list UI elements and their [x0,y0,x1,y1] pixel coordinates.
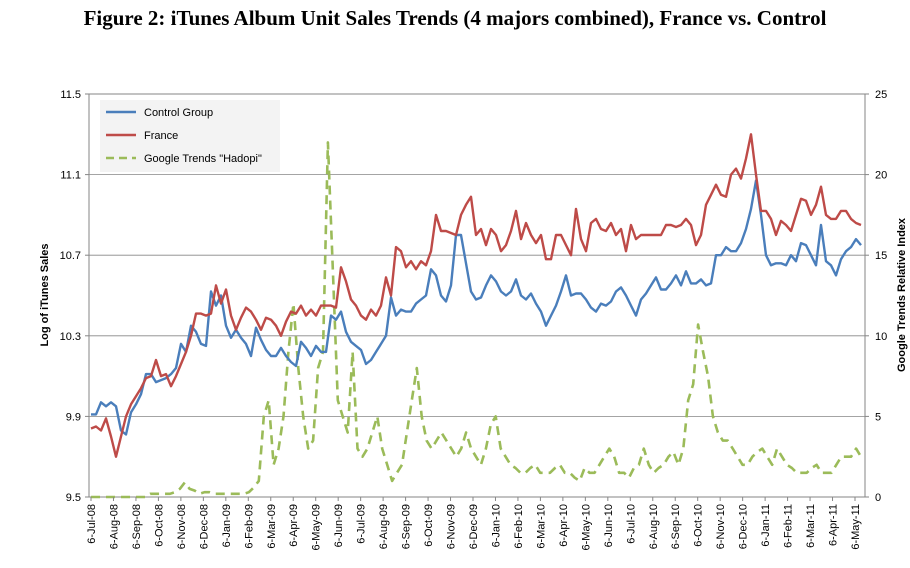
x-tick-label: 6-Feb-10 [513,504,525,549]
x-tick-label: 6-Oct-08 [153,504,165,547]
x-tick-label: 6-Dec-09 [468,504,480,549]
legend: Control Group France Google Trends "Hadopi… [100,100,280,172]
x-tick-label: 6-Mar-11 [805,504,817,548]
x-tick-label: 6-May-09 [311,504,323,550]
y-tick-label: 11.5 [60,89,81,101]
x-tick-label: 6-Jun-10 [603,504,615,547]
x-tick-label: 6-Feb-11 [783,504,795,548]
series-line-2 [91,141,863,499]
figure-title: Figure 2: iTunes Album Unit Sales Trends… [83,6,827,30]
x-tick-label: 6-Nov-09 [446,504,458,549]
y-tick-label: 10.3 [60,331,81,343]
x-tick-label: 6-Jul-08 [86,504,98,544]
y2-tick-label: 10 [875,331,887,343]
x-tick-label: 6-Sep-10 [670,504,682,549]
x-tick-label: 6-Mar-09 [266,504,278,549]
x-tick-label: 6-Aug-10 [648,504,660,549]
series-line-1 [90,133,862,458]
axis-layer: 9.5 0 9.9 5 10.3 10 10.7 15 11.1 20 11.5 25 6-Jul-08… [60,89,888,550]
x-tick-label: 6-Jul-09 [356,504,368,544]
y2-tick-label: 20 [875,170,887,182]
x-tick-label: 6-Aug-09 [378,504,390,549]
legend-label: Google Trends "Hadopi" [144,153,262,165]
x-tick-label: 6-Nov-10 [715,504,727,549]
series-layer [90,133,863,499]
x-tick-label: 6-Oct-09 [423,504,435,547]
y-tick-label: 9.5 [66,492,81,504]
x-tick-label: 6-Mar-10 [535,504,547,549]
x-tick-label: 6-Oct-10 [693,504,705,547]
x-tick-label: 6-Dec-08 [198,504,210,549]
x-tick-label: 6-Jan-10 [490,504,502,547]
y2-tick-label: 5 [875,411,881,423]
x-tick-label: 6-Jul-10 [625,504,637,544]
y2-tick-label: 15 [875,250,887,262]
x-tick-label: 6-May-10 [580,504,592,550]
x-tick-label: 6-Apr-10 [558,504,570,547]
x-tick-label: 6-Sep-08 [131,504,143,549]
y-tick-label: 9.9 [66,411,81,423]
x-tick-label: 6-Aug-08 [108,504,120,549]
x-tick-label: 6-Jan-11 [760,504,772,547]
y2-tick-label: 25 [875,89,887,101]
y-axis-label: Log of iTunes Sales [39,243,51,346]
x-tick-label: 6-Nov-08 [176,504,188,549]
legend-label: France [144,130,178,142]
x-tick-label: 6-Sep-09 [401,504,413,549]
y2-axis-label: Google Trends Relative Index [896,217,908,372]
x-tick-label: 6-Feb-09 [243,504,255,549]
x-tick-label: 6-Jun-09 [333,504,345,547]
gridlines [89,174,865,417]
y2-tick-label: 0 [875,492,881,504]
x-tick-label: 6-Apr-09 [288,504,300,547]
legend-label: Control Group [144,107,213,119]
x-tick-label: 6-Jan-09 [221,504,233,547]
y-tick-label: 10.7 [60,250,81,262]
x-tick-label: 6-Dec-10 [738,504,750,549]
x-tick-label: 6-Apr-11 [828,504,840,546]
x-tick-label: 6-May-11 [850,504,862,550]
y-tick-label: 11.1 [60,170,81,182]
